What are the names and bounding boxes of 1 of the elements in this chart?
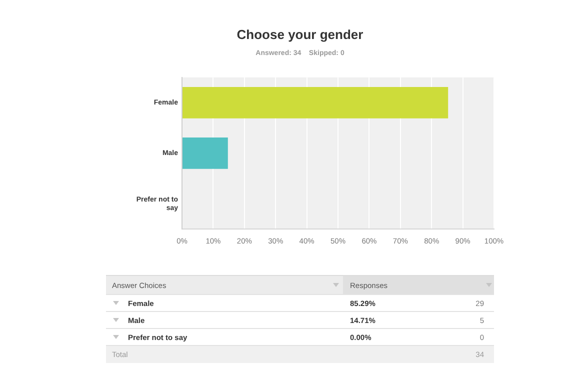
chart-title: Choose your gender	[236, 27, 364, 42]
